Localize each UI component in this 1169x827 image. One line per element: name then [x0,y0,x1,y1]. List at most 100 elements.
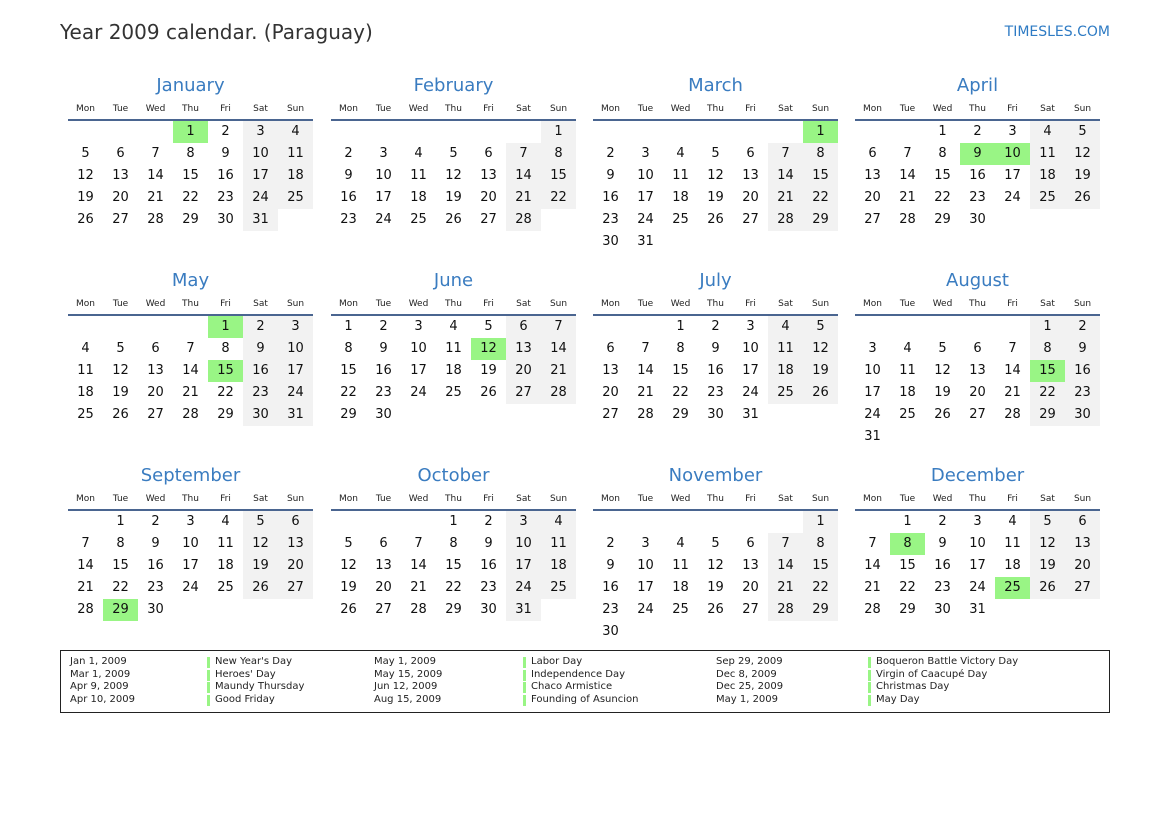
day-cell[interactable]: 16 [707,363,724,378]
day-cell[interactable]: 5 [81,146,90,161]
day-cell[interactable]: 29 [340,407,357,422]
day-cell[interactable]: 13 [375,558,392,573]
day-cell[interactable]: 26 [112,407,129,422]
day-cell[interactable]: 5 [484,319,493,334]
day-cell[interactable]: 21 [506,187,541,209]
day-cell[interactable]: 17 [278,360,313,382]
day-cell[interactable]: 27 [1065,577,1100,599]
day-cell[interactable]: 30 [934,602,951,617]
day-cell[interactable]: 2 [151,514,160,529]
day-cell[interactable]: 2 [484,514,493,529]
day-cell[interactable]: 4 [221,514,230,529]
day-cell[interactable]: 10 [864,363,881,378]
day-cell[interactable]: 2 [1065,316,1100,338]
day-cell[interactable]: 4 [1008,514,1017,529]
day-cell[interactable]: 11 [410,168,427,183]
day-cell[interactable]: 31 [969,602,986,617]
day-cell[interactable]: 1 [903,514,912,529]
day-cell[interactable]: 3 [278,316,313,338]
day-cell[interactable]: 28 [541,382,576,404]
day-cell[interactable]: 22 [541,187,576,209]
day-cell[interactable]: 13 [602,363,619,378]
day-cell[interactable]: 9 [711,341,720,356]
day-cell[interactable]: 21 [410,580,427,595]
day-cell[interactable]: 23 [375,385,392,400]
day-cell[interactable]: 21 [768,187,803,209]
day-cell[interactable]: 23 [147,580,164,595]
day-cell[interactable]: 3 [379,146,388,161]
day-cell[interactable]: 6 [746,536,755,551]
day-cell[interactable]: 28 [768,209,803,231]
day-cell[interactable]: 19 [707,190,724,205]
day-cell[interactable]: 6 [278,511,313,533]
day-cell[interactable]: 3 [746,319,755,334]
day-cell[interactable]: 10 [375,168,392,183]
day-cell[interactable]: 29 [103,599,138,621]
day-cell[interactable]: 13 [1065,533,1100,555]
day-cell[interactable]: 19 [707,580,724,595]
day-cell[interactable]: 24 [969,580,986,595]
day-cell[interactable]: 24 [864,407,881,422]
day-cell[interactable]: 30 [375,407,392,422]
day-cell[interactable]: 26 [445,212,462,227]
day-cell[interactable]: 24 [1004,190,1021,205]
day-cell[interactable]: 15 [803,165,838,187]
day-cell[interactable]: 9 [344,168,353,183]
day-cell[interactable]: 25 [217,580,234,595]
day-cell[interactable]: 12 [77,168,94,183]
day-cell[interactable]: 15 [899,558,916,573]
day-cell[interactable]: 11 [672,558,689,573]
day-cell[interactable]: 14 [182,363,199,378]
day-cell[interactable]: 2 [379,319,388,334]
day-cell[interactable]: 1 [938,124,947,139]
day-cell[interactable]: 1 [208,316,243,338]
day-cell[interactable]: 23 [934,580,951,595]
day-cell[interactable]: 29 [672,407,689,422]
day-cell[interactable]: 23 [602,602,619,617]
day-cell[interactable]: 9 [606,168,615,183]
day-cell[interactable]: 15 [934,168,951,183]
day-cell[interactable]: 1 [541,121,576,143]
day-cell[interactable]: 9 [1065,338,1100,360]
day-cell[interactable]: 6 [1065,511,1100,533]
day-cell[interactable]: 23 [969,190,986,205]
day-cell[interactable]: 29 [217,407,234,422]
day-cell[interactable]: 19 [480,363,497,378]
day-cell[interactable]: 19 [1065,165,1100,187]
day-cell[interactable]: 7 [186,341,195,356]
day-cell[interactable]: 12 [340,558,357,573]
day-cell[interactable]: 21 [182,385,199,400]
day-cell[interactable]: 16 [243,360,278,382]
day-cell[interactable]: 14 [1004,363,1021,378]
day-cell[interactable]: 10 [969,536,986,551]
day-cell[interactable]: 29 [934,212,951,227]
day-cell[interactable]: 14 [147,168,164,183]
day-cell[interactable]: 1 [344,319,353,334]
day-cell[interactable]: 15 [112,558,129,573]
day-cell[interactable]: 25 [410,212,427,227]
day-cell[interactable]: 12 [707,558,724,573]
day-cell[interactable]: 23 [217,190,234,205]
day-cell[interactable]: 26 [77,212,94,227]
day-cell[interactable]: 27 [506,382,541,404]
day-cell[interactable]: 9 [960,143,995,165]
day-cell[interactable]: 19 [340,580,357,595]
day-cell[interactable]: 6 [746,146,755,161]
day-cell[interactable]: 3 [243,121,278,143]
day-cell[interactable]: 7 [414,536,423,551]
day-cell[interactable]: 20 [147,385,164,400]
day-cell[interactable]: 26 [1030,577,1065,599]
day-cell[interactable]: 10 [995,143,1030,165]
day-cell[interactable]: 27 [147,407,164,422]
day-cell[interactable]: 18 [445,363,462,378]
day-cell[interactable]: 2 [221,124,230,139]
day-cell[interactable]: 15 [1030,360,1065,382]
day-cell[interactable]: 30 [602,234,619,249]
day-cell[interactable]: 11 [1030,143,1065,165]
day-cell[interactable]: 19 [1030,555,1065,577]
day-cell[interactable]: 5 [116,341,125,356]
day-cell[interactable]: 6 [506,316,541,338]
day-cell[interactable]: 21 [768,577,803,599]
day-cell[interactable]: 11 [217,536,234,551]
day-cell[interactable]: 26 [340,602,357,617]
